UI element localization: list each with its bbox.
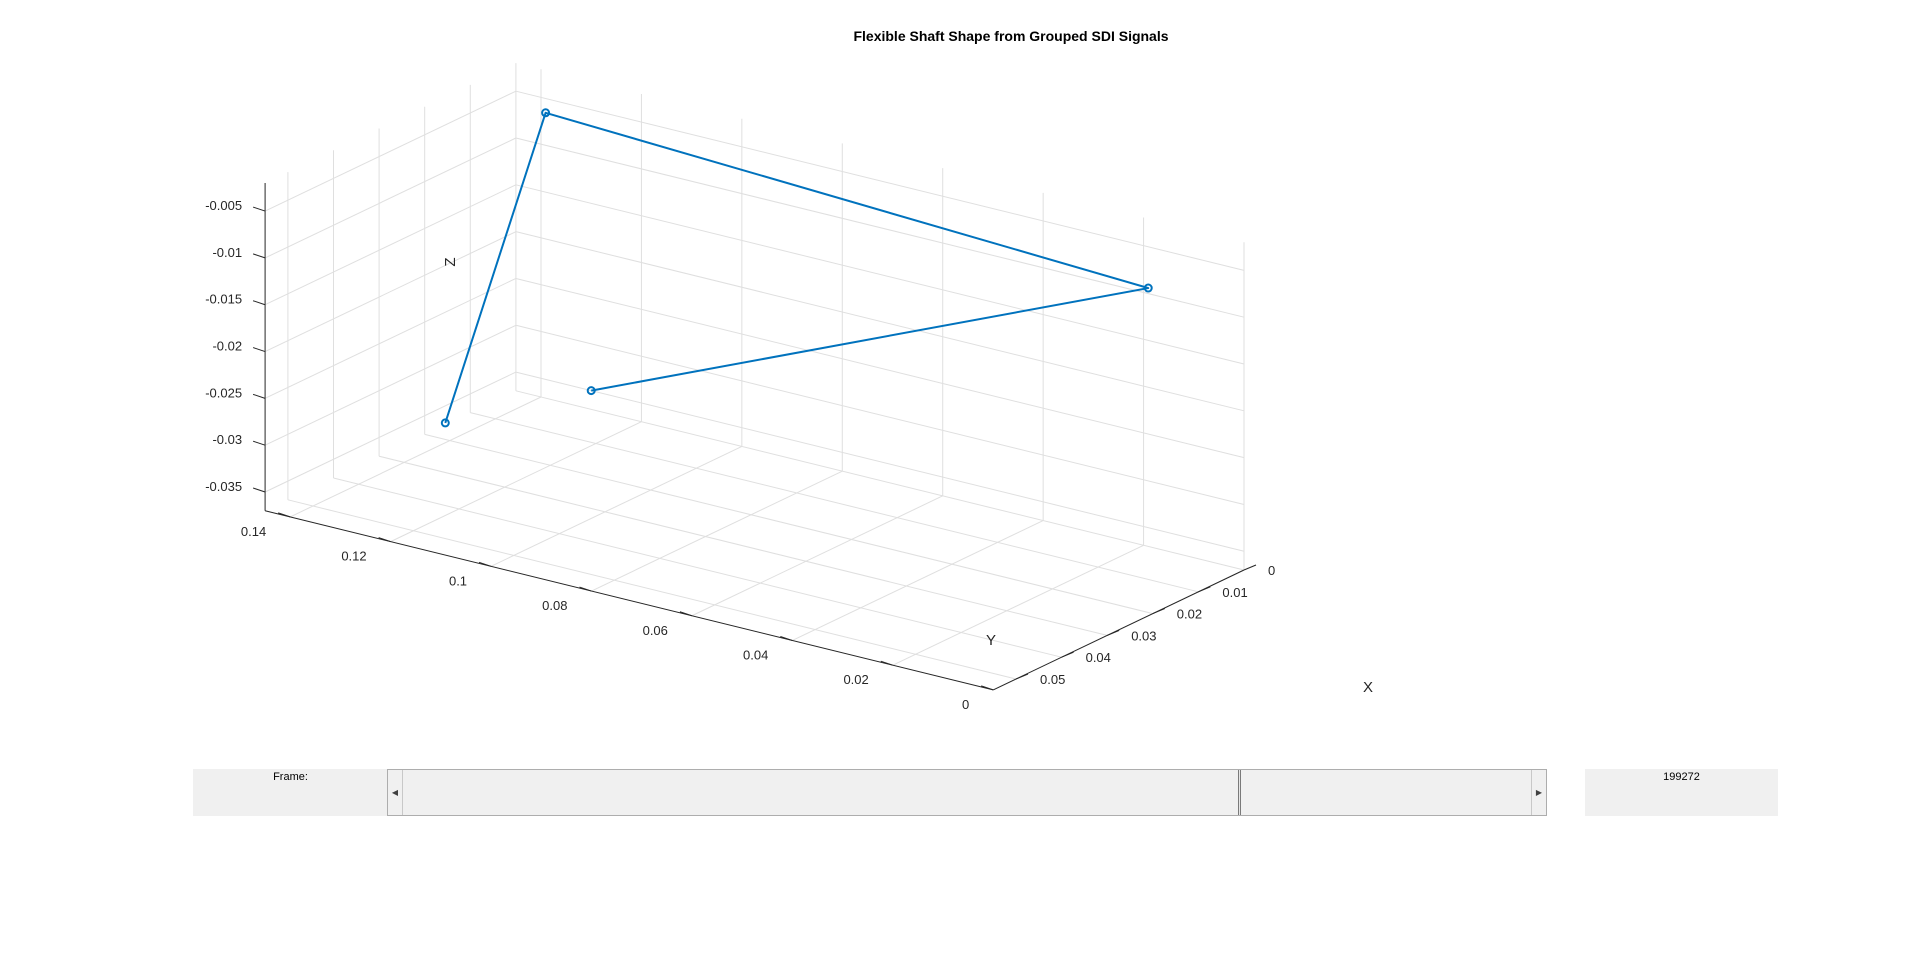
axes [252, 182, 1257, 691]
x-tick-label: 0.04 [1086, 650, 1111, 665]
gridline-floor-y [490, 445, 743, 567]
x-tick-mark [1015, 673, 1029, 680]
frame-value: 199272 [1663, 771, 1700, 783]
y-tick-mark [278, 512, 291, 518]
y-tick-label: 0.12 [341, 549, 366, 564]
frame-label-box: Frame: [193, 769, 388, 816]
gridline-floor-y [691, 495, 943, 617]
series-line [444, 111, 1150, 424]
z-tick-label: -0.01 [212, 245, 242, 260]
y-tick-label: 0.14 [241, 524, 266, 539]
chart-title: Flexible Shaft Shape from Grouped SDI Si… [853, 28, 1168, 44]
z-tick-label: -0.005 [205, 198, 242, 213]
gridline-backwall-z [264, 324, 517, 446]
tick-labels: 0 0.01 0.02 0.03 0.04 0.05 0 0.02 0.04 0.06 0.08 0.… [205, 198, 1275, 712]
gridline-floor-x [470, 412, 1199, 593]
data-point-marker [541, 108, 551, 118]
y-tick-label: 0.1 [449, 573, 467, 588]
y-tick-mark [579, 586, 592, 592]
gridline-wall-z [515, 137, 1245, 318]
y-tick-label: 0.06 [643, 623, 668, 638]
gridline-wall-z [515, 231, 1245, 412]
gridline-backwall-z [264, 371, 517, 493]
gridline-floor-x [424, 433, 1153, 615]
gridline-floor-y [792, 520, 1044, 641]
x-tick-mark [1152, 608, 1165, 615]
gridline-wall-z [515, 371, 1245, 552]
x-tick-mark [1107, 629, 1120, 636]
frame-slider[interactable]: ◀ ▶ [387, 769, 1547, 816]
data-point-marker [1143, 283, 1153, 293]
y-tick-label: 0.08 [542, 598, 567, 613]
x-tick-label: 0 [1268, 563, 1275, 578]
frame-label: Frame: [273, 771, 308, 783]
slider-thumb[interactable] [1237, 770, 1241, 815]
z-tick-label: -0.015 [205, 292, 242, 307]
gridline-wall-z [515, 184, 1245, 365]
slider-right-arrow-button[interactable]: ▶ [1531, 770, 1546, 815]
gridline-backwall-z [264, 184, 517, 306]
gridline-backwall-z [264, 278, 517, 399]
gridline-floor-x [515, 390, 1245, 571]
z-tick-mark [252, 253, 266, 259]
gridline-floor-x [287, 499, 1017, 680]
z-axis-label: Z [442, 257, 459, 266]
gridline-backwall-z [264, 231, 517, 352]
z-tick-mark [252, 347, 266, 353]
slider-left-arrow-button[interactable]: ◀ [388, 770, 403, 815]
data-series [440, 108, 1153, 428]
z-tick-mark [252, 487, 266, 493]
z-tick-mark [252, 440, 266, 446]
z-tick-label: -0.02 [212, 339, 242, 354]
x-tick-label: 0.02 [1177, 607, 1202, 622]
gridline-floor-y [390, 421, 642, 543]
caret-right-icon: ▶ [1535, 787, 1543, 797]
y-tick-label: 0 [962, 697, 969, 712]
z-tick-mark [252, 393, 266, 399]
gridline-backwall-z [264, 90, 517, 212]
x-tick-mark [1061, 651, 1074, 658]
x-tick-label: 0.01 [1222, 585, 1247, 600]
z-tick-label: -0.03 [212, 432, 242, 447]
gridline-floor-y [591, 470, 843, 592]
z-tick-label: -0.025 [205, 385, 242, 400]
y-tick-mark [780, 635, 793, 641]
x-tick-mark [1243, 564, 1257, 571]
z-tick-mark [252, 300, 266, 306]
y-axis-line [264, 510, 994, 691]
data-point-marker [440, 418, 450, 428]
data-point-marker [586, 386, 596, 396]
gridline-floor-y [892, 544, 1144, 666]
grid-lines [264, 63, 1245, 691]
x-tick-label: 0.03 [1131, 628, 1156, 643]
gridline-backwall-z [264, 137, 517, 259]
gridline-floor-x [333, 477, 1062, 658]
y-tick-mark [880, 660, 893, 666]
x-tick-mark [1198, 586, 1211, 593]
x-tick-label: 0.05 [1040, 672, 1065, 687]
y-axis-label: Y [986, 632, 996, 649]
z-tick-label: -0.035 [205, 479, 242, 494]
y-tick-label: 0.02 [843, 672, 868, 687]
y-tick-mark [478, 561, 492, 567]
gridline-wall-z [515, 324, 1245, 505]
gridline-wall-z [515, 90, 1245, 271]
gridline-wall-z [515, 277, 1245, 459]
z-tick-mark [252, 206, 266, 212]
x-axis-label: X [1363, 679, 1373, 696]
y-tick-mark [378, 537, 391, 543]
y-tick-mark [981, 685, 994, 691]
slider-track[interactable] [403, 770, 1531, 815]
gridline-floor-x [378, 455, 1108, 636]
y-tick-label: 0.04 [743, 647, 768, 662]
frame-value-box: 199272 [1585, 769, 1778, 816]
caret-left-icon: ◀ [391, 787, 399, 797]
y-tick-mark [679, 611, 693, 617]
gridline-floor-y [289, 396, 542, 518]
